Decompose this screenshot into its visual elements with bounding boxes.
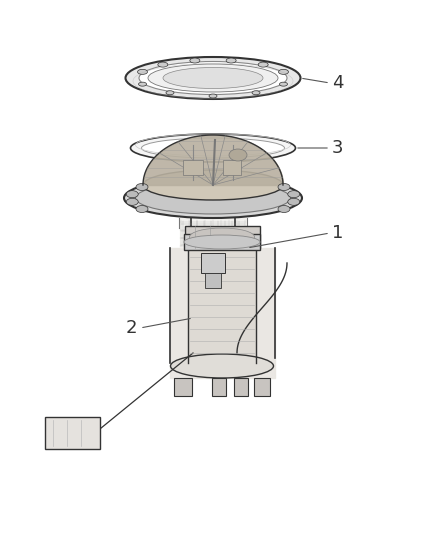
Ellipse shape [141,138,285,158]
Text: 4: 4 [332,74,343,92]
Bar [223,160,241,175]
Ellipse shape [143,170,283,200]
Bar [254,378,270,396]
Text: 2: 2 [126,319,138,337]
Bar [234,378,248,396]
Ellipse shape [126,191,138,198]
Ellipse shape [135,182,290,214]
Ellipse shape [136,183,148,190]
Ellipse shape [279,82,287,86]
Bar [201,253,225,273]
Ellipse shape [279,69,289,74]
Ellipse shape [184,235,260,249]
Bar [205,273,221,288]
Ellipse shape [288,198,300,205]
Ellipse shape [229,149,247,161]
Bar [183,160,203,175]
Bar [184,234,260,250]
Ellipse shape [190,58,200,63]
Bar [180,218,246,248]
Bar [212,378,226,396]
Bar [45,417,100,449]
Ellipse shape [126,57,300,99]
Ellipse shape [209,94,217,98]
Ellipse shape [138,82,147,86]
Ellipse shape [124,178,302,218]
Ellipse shape [126,198,138,205]
Ellipse shape [138,69,148,74]
Bar [180,218,246,248]
Bar [185,226,260,248]
Ellipse shape [148,64,278,92]
Ellipse shape [170,354,273,378]
Ellipse shape [226,58,236,63]
Bar [174,378,192,396]
Ellipse shape [190,228,254,246]
Ellipse shape [136,206,148,213]
Ellipse shape [131,134,296,162]
Ellipse shape [258,62,268,67]
Ellipse shape [139,61,287,94]
Text: 1: 1 [332,224,343,242]
Ellipse shape [163,68,263,88]
Ellipse shape [158,62,168,67]
Ellipse shape [278,206,290,213]
Ellipse shape [252,91,260,95]
Ellipse shape [166,91,174,95]
Text: 3: 3 [332,139,343,157]
Ellipse shape [288,191,300,198]
Ellipse shape [278,183,290,190]
